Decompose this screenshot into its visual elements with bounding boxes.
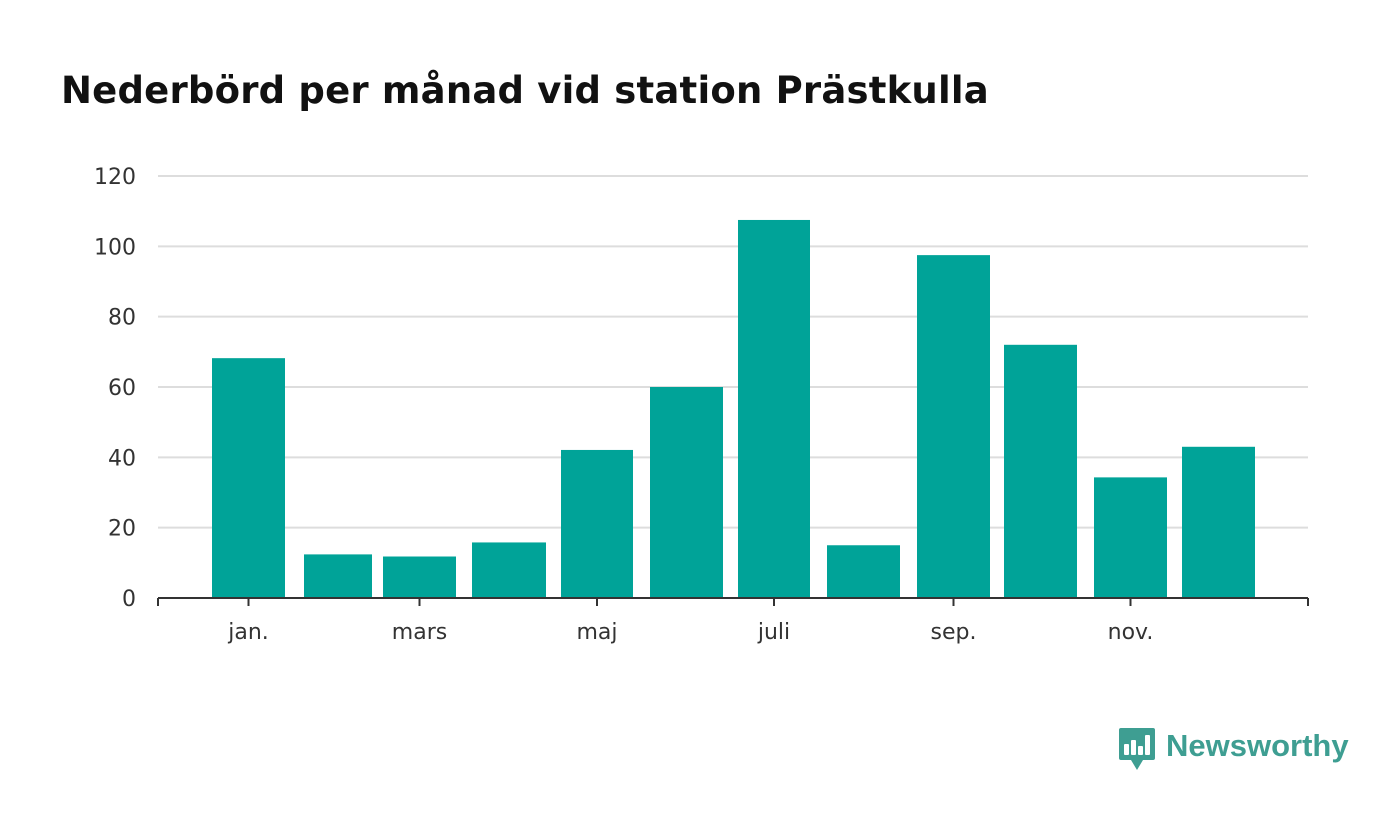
bar-apr — [472, 542, 546, 598]
x-axis-ticks: jan. mars maj juli sep. nov. — [227, 598, 1153, 645]
bars — [212, 219, 1255, 599]
bar-maj — [561, 449, 633, 598]
newsworthy-logo-icon — [1119, 728, 1155, 770]
bar-nov — [1094, 477, 1167, 598]
x-tick-label-juli: juli — [757, 620, 790, 645]
y-tick-label-40: 40 — [108, 446, 136, 471]
bar-jan — [212, 358, 285, 598]
x-tick-label-nov: nov. — [1108, 620, 1154, 645]
y-tick-label-80: 80 — [108, 306, 136, 331]
logo-text: Newsworthy — [1166, 728, 1349, 763]
bar-aug — [827, 545, 900, 598]
y-tick-label-120: 120 — [94, 165, 136, 190]
bar-juni — [650, 387, 723, 598]
bar-sep — [917, 255, 990, 598]
bar-mars — [383, 556, 456, 598]
bar-okt — [1004, 344, 1077, 598]
bar-dec — [1182, 446, 1255, 598]
y-axis-ticks: 0 20 40 60 80 100 120 — [94, 165, 136, 612]
y-tick-label-60: 60 — [108, 376, 136, 401]
bar-juli — [738, 219, 810, 599]
y-tick-label-20: 20 — [108, 517, 136, 542]
y-tick-label-0: 0 — [122, 587, 136, 612]
x-tick-label-sep: sep. — [931, 620, 977, 645]
chart-title: Nederbörd per månad vid station Prästkul… — [61, 69, 989, 112]
x-tick-label-jan: jan. — [227, 620, 269, 645]
x-axis — [157, 597, 1309, 606]
x-tick-label-mars: mars — [392, 620, 447, 645]
newsworthy-logo: Newsworthy — [1118, 727, 1349, 773]
gridlines — [158, 175, 1308, 529]
y-tick-label-100: 100 — [94, 235, 136, 260]
bar-feb — [304, 554, 372, 598]
x-tick-label-maj: maj — [576, 620, 617, 645]
